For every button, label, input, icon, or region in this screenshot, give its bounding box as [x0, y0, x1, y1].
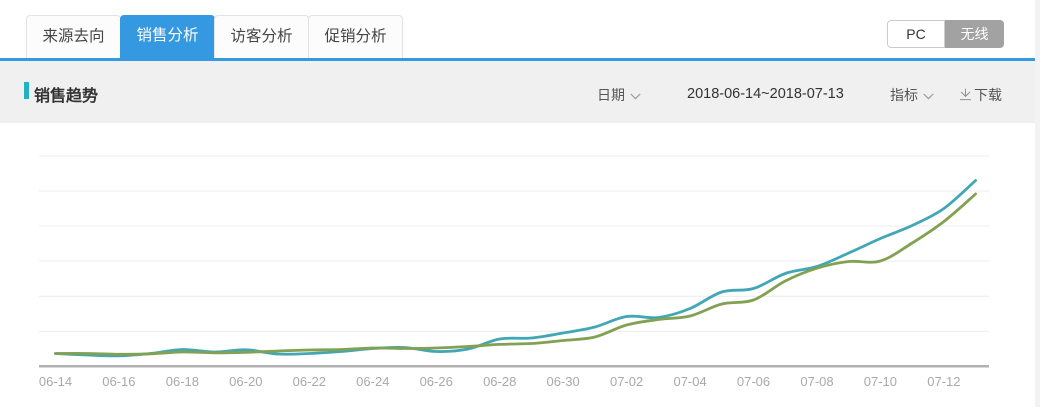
svg-text:07-06: 07-06 — [737, 374, 770, 389]
svg-text:07-08: 07-08 — [800, 374, 833, 389]
svg-text:07-02: 07-02 — [610, 374, 643, 389]
svg-text:07-12: 07-12 — [927, 374, 960, 389]
svg-text:06-16: 06-16 — [102, 374, 135, 389]
svg-text:06-26: 06-26 — [420, 374, 453, 389]
svg-text:06-14: 06-14 — [39, 374, 72, 389]
svg-text:07-10: 07-10 — [864, 374, 897, 389]
svg-text:06-22: 06-22 — [293, 374, 326, 389]
svg-text:06-30: 06-30 — [546, 374, 579, 389]
svg-text:06-24: 06-24 — [356, 374, 389, 389]
svg-text:06-28: 06-28 — [483, 374, 516, 389]
svg-text:06-20: 06-20 — [229, 374, 262, 389]
svg-text:07-04: 07-04 — [673, 374, 706, 389]
svg-text:06-18: 06-18 — [166, 374, 199, 389]
